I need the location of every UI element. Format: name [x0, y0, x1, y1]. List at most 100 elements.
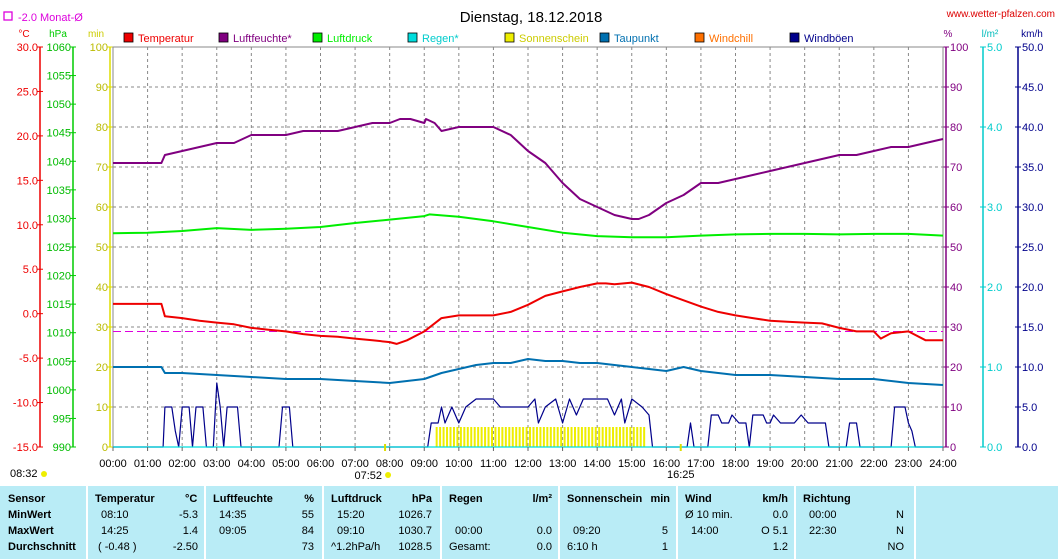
stats-header-humidity: Luftfeuchte [213, 493, 273, 505]
stats-panel-wind: Wind km/h Ø 10 min. 0.0 14:00 O 5.1 1.2 [678, 486, 796, 559]
x-tick-label: 18:00 [722, 458, 750, 470]
pressure-tick-label: 1010 [47, 328, 71, 340]
stats-temp-min-time: 08:10 [101, 509, 129, 521]
sunshine-bar [570, 427, 573, 447]
stats-temp-avg-value: -2.50 [172, 541, 198, 553]
stats-sun-max-time: 09:20 [573, 525, 601, 537]
sunshine-bar [494, 427, 497, 447]
stats-panel-temperature: Temperatur °C 08:10 -5.3 14:25 1.4 ( -0.… [88, 486, 206, 559]
stats-panel-sunshine: Sonnenschein min 09:20 5 6:10 h 1 [560, 486, 678, 559]
x-tick-label: 17:00 [687, 458, 715, 470]
sunshine-bar [553, 427, 556, 447]
sunshine-bar [605, 427, 608, 447]
sunshine-bar [463, 427, 466, 447]
x-tick-label: 05:00 [272, 458, 300, 470]
wind-tick-label: 40.0 [1022, 122, 1043, 134]
sunshine-bar [508, 427, 511, 447]
x-tick-label: 03:00 [203, 458, 231, 470]
wind-tick-label: 5.0 [1022, 402, 1037, 414]
pressure-tick-label: 1045 [47, 128, 71, 140]
wind-tick-label: 10.0 [1022, 362, 1043, 374]
sunshine-bar [584, 427, 587, 447]
stats-unit-pressure: hPa [411, 493, 432, 505]
x-tick-label: 16:00 [653, 458, 681, 470]
stats-row-label-max: MaxWert [8, 525, 54, 537]
stats-hum-max-value: 84 [301, 525, 314, 537]
x-tick-label: 22:00 [860, 458, 888, 470]
sunrise-sun-icon [385, 472, 392, 478]
sunshine-bar [539, 427, 542, 447]
pressure-tick-label: 995 [53, 413, 71, 425]
series-line-pressure [112, 213, 944, 239]
sunshine-bar [612, 427, 615, 447]
x-tick-label: 04:00 [238, 458, 266, 470]
sunshine-bars [435, 427, 646, 447]
stats-rain-max-time: 00:00 [455, 525, 483, 537]
stats-wind-max-value: O 5.1 [761, 525, 788, 537]
wind-unit-label: km/h [1021, 29, 1043, 40]
update-sun-icon [41, 471, 47, 477]
sunshine-bar [618, 427, 621, 447]
sunshine-bar [577, 427, 580, 447]
sunshine-bar [546, 427, 549, 447]
wind-tick-label: 45.0 [1022, 82, 1043, 94]
stats-temp-max-value: 1.4 [182, 525, 198, 537]
stats-header-temperature: Temperatur [95, 493, 155, 505]
sunshine-tick-label: 70 [96, 162, 108, 174]
x-tick-label: 20:00 [791, 458, 819, 470]
statistics-table: Sensor MinWert MaxWert Durchschnitt Temp… [0, 486, 1058, 559]
stats-unit-wind: km/h [762, 493, 788, 505]
humidity-tick-label: 30 [950, 322, 962, 334]
sunshine-bar [622, 427, 625, 447]
stats-dir-max-value: N [896, 525, 904, 537]
x-tick-label: 15:00 [618, 458, 646, 470]
sunshine-bar [439, 427, 442, 447]
wind-tick-label: 25.0 [1022, 242, 1043, 254]
stats-dir-min-value: N [896, 509, 904, 521]
pressure-tick-label: 1040 [47, 156, 71, 168]
x-tick-label: 14:00 [583, 458, 611, 470]
sunshine-bar [556, 427, 559, 447]
sunshine-bar [529, 427, 532, 447]
stats-header-wind: Wind [685, 493, 712, 505]
x-tick-label: 00:00 [99, 458, 127, 470]
stats-row-label-min: MinWert [8, 509, 52, 521]
humidity-tick-label: 70 [950, 162, 962, 174]
stats-panel-rain: Regen l/m² 00:00 0.0 Gesamt: 0.0 [442, 486, 560, 559]
x-tick-label: 21:00 [825, 458, 853, 470]
legend-label-humidity: Luftfeuchte* [233, 33, 292, 45]
stats-temp-min-value: -5.3 [179, 509, 198, 521]
sunshine-tick-label: 100 [90, 42, 108, 54]
website-link[interactable]: www.wetter-pfalzen.com [946, 9, 1055, 20]
sunshine-bar [525, 427, 528, 447]
stats-panel-direction: Richtung 00:00 N 22:30 N NO [796, 486, 916, 559]
sunshine-bar [466, 427, 469, 447]
sunshine-bar [563, 427, 566, 447]
stats-sun-max-value: 5 [661, 525, 668, 537]
sunshine-bar [477, 427, 480, 447]
stats-rain-max-value: 0.0 [536, 525, 552, 537]
stats-header-rain: Regen [449, 493, 483, 505]
wind-tick-label: 20.0 [1022, 282, 1043, 294]
wind-tick-label: 0.0 [1022, 442, 1037, 454]
stats-rain-total-value: 0.0 [536, 541, 552, 553]
pressure-tick-label: 1005 [47, 356, 71, 368]
stats-temp-avg-extra: ( -0.48 ) [98, 541, 137, 553]
legend-swatch-windchill [694, 32, 705, 43]
sunshine-bar [567, 427, 570, 447]
stats-hum-min-value: 55 [301, 509, 314, 521]
stats-hum-max-time: 09:05 [219, 525, 247, 537]
sunshine-unit-label: min [88, 29, 104, 40]
sunshine-bar [560, 427, 563, 447]
stats-press-avg-value: 1028.5 [398, 541, 432, 553]
sunshine-bar [497, 427, 500, 447]
y-axes: 30.0 25.0 20.0 15.0 10.0 5.0 0.0 -5.0 -10.0 -15.0… [13, 42, 1044, 454]
stats-hum-min-time: 14:35 [219, 509, 247, 521]
humidity-tick-label: 10 [950, 402, 962, 414]
sunshine-bar [490, 427, 493, 447]
sunshine-tick-label: 0 [102, 442, 108, 454]
stats-press-max-time: 09:10 [337, 525, 365, 537]
rain-tick-label: 0.0 [987, 442, 1002, 454]
humidity-tick-label: 0 [950, 442, 956, 454]
x-tick-label: 12:00 [514, 458, 542, 470]
